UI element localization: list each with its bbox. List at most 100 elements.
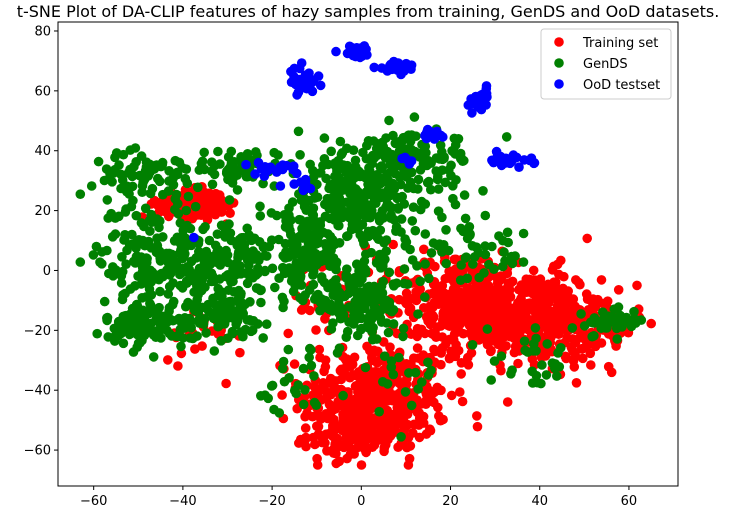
data-point <box>456 260 467 270</box>
data-point <box>116 278 127 288</box>
data-point <box>150 214 160 225</box>
data-point <box>489 356 500 366</box>
data-point <box>402 442 412 453</box>
data-point <box>399 264 410 274</box>
data-point <box>446 289 457 299</box>
data-point <box>497 155 508 165</box>
data-point <box>351 213 362 224</box>
data-point <box>471 242 482 252</box>
data-point <box>184 313 195 324</box>
data-point <box>359 239 369 249</box>
data-point <box>336 291 347 301</box>
data-point <box>160 206 170 217</box>
data-point <box>155 286 165 297</box>
data-point <box>433 289 444 299</box>
data-point <box>324 203 334 213</box>
data-point <box>300 411 310 422</box>
data-point <box>277 363 288 374</box>
data-point <box>374 216 385 226</box>
data-point <box>331 46 341 57</box>
data-point <box>420 259 431 269</box>
data-point <box>251 250 262 260</box>
data-point <box>255 391 266 401</box>
data-point <box>426 328 437 339</box>
data-point <box>385 342 395 353</box>
data-point <box>388 167 399 177</box>
data-point <box>113 330 124 341</box>
data-point <box>371 231 382 242</box>
data-point <box>107 177 117 187</box>
data-point <box>562 332 572 343</box>
data-point <box>480 241 490 251</box>
data-point <box>247 325 258 336</box>
data-point <box>358 374 368 385</box>
data-point <box>320 211 331 222</box>
data-point <box>370 190 381 200</box>
data-point <box>289 179 300 189</box>
data-point <box>463 360 474 370</box>
data-point <box>331 264 341 275</box>
data-point <box>315 430 325 441</box>
data-point <box>147 267 158 278</box>
data-point <box>514 306 524 317</box>
data-points-layer <box>75 41 656 470</box>
data-point <box>256 285 266 295</box>
data-point <box>256 297 266 308</box>
data-point <box>267 235 277 245</box>
data-point <box>224 219 234 229</box>
data-point <box>341 176 351 187</box>
data-point <box>338 197 348 208</box>
data-point <box>395 405 406 416</box>
data-point <box>238 308 248 319</box>
data-point <box>471 315 481 325</box>
data-point <box>426 248 437 258</box>
data-point <box>505 157 515 167</box>
data-point <box>221 378 231 389</box>
data-point <box>307 263 317 274</box>
data-point <box>338 390 348 401</box>
data-point <box>296 215 306 225</box>
data-point <box>414 408 424 418</box>
data-point <box>182 267 193 278</box>
y-tick-label: −40 <box>24 384 51 399</box>
data-point <box>88 250 99 260</box>
data-point <box>382 379 393 389</box>
data-point <box>563 292 574 302</box>
data-point <box>277 164 288 175</box>
data-point <box>323 159 334 170</box>
data-point <box>181 164 192 174</box>
data-point <box>213 321 223 332</box>
data-point <box>381 202 391 212</box>
data-point <box>173 361 183 371</box>
x-tick-label: −20 <box>258 494 285 509</box>
data-point <box>144 159 155 170</box>
data-point <box>479 298 489 309</box>
data-point <box>392 192 403 203</box>
data-point <box>440 177 451 188</box>
data-point <box>420 229 431 239</box>
data-point <box>472 421 483 432</box>
data-point <box>103 332 113 342</box>
data-point <box>307 411 318 422</box>
data-point <box>596 323 606 334</box>
data-point <box>418 153 428 164</box>
data-point <box>146 318 156 329</box>
data-point <box>177 283 188 293</box>
data-point <box>348 188 359 199</box>
data-point <box>269 404 279 415</box>
data-point <box>86 181 97 191</box>
data-point <box>382 391 393 402</box>
data-point <box>338 402 349 412</box>
data-point <box>225 228 236 238</box>
data-point <box>248 316 259 326</box>
data-point <box>161 248 172 259</box>
data-point <box>530 323 541 333</box>
data-point <box>527 287 537 297</box>
data-point <box>393 442 403 453</box>
data-point <box>340 207 351 218</box>
data-point <box>190 344 200 354</box>
data-point <box>326 146 337 157</box>
data-point <box>381 246 392 256</box>
legend-box <box>540 28 672 100</box>
data-point <box>429 297 440 308</box>
